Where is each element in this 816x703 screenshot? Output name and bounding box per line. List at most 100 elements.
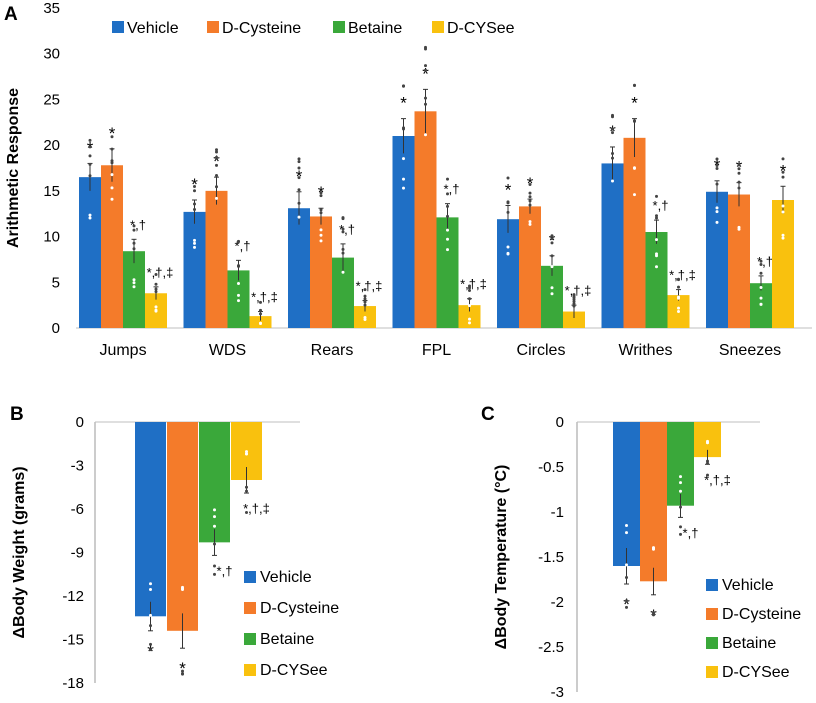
y-tick-label: 0: [76, 414, 84, 431]
legend-swatch-d-cysee: [244, 664, 256, 676]
data-point: [446, 204, 449, 208]
data-point: [677, 310, 680, 314]
data-point: [781, 210, 785, 214]
data-point: [737, 227, 741, 231]
data-point: [715, 210, 719, 214]
legend-swatch-vehicle: [112, 21, 124, 33]
data-point: [110, 173, 114, 177]
x-tick-label: Sneezes: [719, 342, 781, 359]
data-point: [706, 473, 709, 477]
data-point: [341, 216, 345, 220]
data-point: [149, 642, 152, 646]
legend-label: D-CYSee: [447, 20, 515, 37]
data-point: [446, 237, 449, 241]
data-point: [468, 289, 471, 293]
data-point: [424, 64, 427, 68]
data-point: [611, 113, 614, 117]
data-point: [259, 300, 262, 304]
data-point: [319, 239, 323, 243]
bar-d-cysteine: [205, 190, 228, 328]
data-point: [679, 532, 682, 536]
data-point: [677, 285, 680, 289]
bar-d-cysteine: [640, 422, 667, 582]
data-point: [297, 166, 301, 170]
data-point: [572, 304, 576, 308]
bar-betaine: [667, 422, 694, 506]
panel-a-label: A: [4, 4, 18, 25]
legend-label: D-CYSee: [722, 664, 790, 681]
bar-vehicle: [613, 422, 640, 566]
x-tick-label: Circles: [517, 342, 566, 359]
significance-mark: *,†,‡: [251, 290, 278, 305]
data-point: [550, 265, 554, 269]
legend-swatch-d-cysee: [432, 21, 444, 33]
significance-mark: *: [631, 94, 638, 113]
significance-mark: *,†: [235, 238, 251, 253]
y-axis-title: ΔBody Weight (grams): [11, 466, 28, 638]
data-point: [424, 102, 427, 106]
bar-d-cysee: [772, 200, 794, 328]
legend-label: Betaine: [260, 631, 314, 648]
data-point: [424, 133, 427, 137]
y-tick-label: 0: [52, 320, 60, 337]
data-point: [677, 296, 680, 300]
data-point: [625, 605, 628, 609]
y-tick-label: 25: [43, 91, 60, 108]
legend-label: D-Cysteine: [722, 606, 801, 623]
data-point: [215, 173, 218, 177]
significance-mark: *: [505, 180, 512, 199]
data-point: [88, 216, 92, 220]
data-point: [88, 174, 92, 178]
y-tick-label: 15: [43, 183, 60, 200]
data-point: [679, 489, 682, 493]
data-point: [215, 155, 218, 159]
significance-mark: *: [780, 161, 787, 180]
y-tick-label: 20: [43, 137, 60, 154]
data-point: [446, 228, 449, 232]
data-point: [193, 189, 196, 193]
data-point: [715, 164, 719, 168]
data-point: [759, 263, 763, 267]
data-point: [446, 192, 449, 196]
data-point: [297, 157, 301, 161]
data-point: [245, 485, 248, 489]
data-point: [611, 152, 614, 156]
significance-mark: *,†: [653, 198, 669, 213]
bar-vehicle: [392, 136, 415, 328]
data-point: [468, 284, 471, 288]
data-point: [297, 160, 301, 164]
data-point: [781, 175, 785, 179]
data-point: [237, 299, 240, 303]
data-point: [215, 196, 218, 200]
data-point: [506, 201, 510, 205]
data-point: [402, 186, 405, 190]
data-point: [88, 213, 92, 217]
data-point: [572, 299, 576, 303]
data-point: [193, 202, 196, 206]
data-point: [424, 96, 427, 100]
data-point: [402, 127, 405, 131]
data-point: [781, 157, 785, 161]
data-point: [572, 297, 576, 301]
data-point: [132, 285, 136, 289]
legend-swatch-d-cysteine: [706, 608, 718, 620]
data-point: [402, 84, 405, 88]
data-point: [132, 281, 136, 285]
significance-mark: *,†: [130, 217, 146, 232]
bar-betaine: [541, 265, 563, 328]
data-point: [737, 167, 741, 171]
bar-d-cysteine: [728, 194, 750, 328]
data-point: [550, 241, 554, 245]
panel-b-bars: * * *,† *,†,‡: [135, 422, 270, 678]
significance-mark: *,†,‡: [565, 283, 592, 298]
data-point: [297, 176, 301, 180]
data-point: [655, 216, 658, 220]
significance-mark: *,†,‡: [704, 472, 731, 487]
data-point: [679, 481, 682, 485]
bar-betaine: [645, 232, 668, 328]
data-point: [506, 176, 510, 180]
data-point: [715, 167, 719, 171]
panel-b-axes: 0 -3 -6 -9 -12 -15 -18 ΔBody Weight (grams): [11, 414, 300, 692]
significance-mark: *: [213, 152, 220, 171]
data-point: [154, 305, 158, 309]
